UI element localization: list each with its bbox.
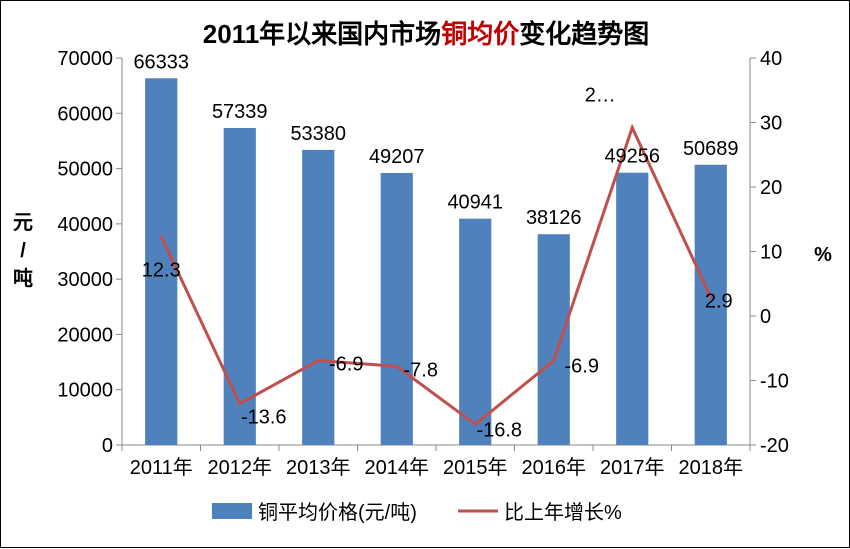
- y-axis-right-label: %: [814, 244, 832, 266]
- y-axis-left-label-part: 吨: [13, 266, 33, 290]
- axes: 0 10000 20000 30000 40000 50000 60000 70000 -20 -…: [57, 48, 789, 479]
- line-point: [552, 359, 556, 363]
- bar-series: [145, 78, 727, 446]
- y-right-tick-label: 40: [760, 48, 782, 70]
- growth-line: [159, 123, 713, 427]
- y-axis-left-label: 元 / 吨: [13, 212, 33, 290]
- line-series: [159, 123, 713, 427]
- bar: [223, 127, 256, 445]
- y-left-tick-label: 20000: [57, 324, 113, 346]
- bar-data-label: 50689: [683, 138, 739, 160]
- line-data-label: -7.8: [404, 359, 438, 381]
- y-left-tick-label: 70000: [57, 48, 113, 70]
- line-data-label: -16.8: [476, 419, 522, 441]
- legend-bar-label: 铜平均价格(元/吨): [258, 501, 417, 524]
- chart-title-part: 铜均价: [441, 19, 520, 49]
- bar: [302, 149, 335, 445]
- line-data-label: -6.9: [329, 354, 363, 376]
- line-point: [473, 422, 477, 426]
- y-left-tick-label: 0: [102, 435, 113, 457]
- y-right-tick-label: 20: [760, 177, 782, 199]
- x-tick-label: 2013年: [286, 456, 351, 479]
- bar: [537, 234, 570, 445]
- x-tick-label: 2015年: [443, 456, 508, 479]
- bar-data-label: 40941: [447, 192, 503, 214]
- line-point: [395, 364, 399, 368]
- y-left-tick-label: 40000: [57, 214, 113, 236]
- bar-data-label: 57339: [212, 101, 268, 123]
- line-data-label: 2.9: [705, 290, 733, 312]
- bar-data-label: 38126: [526, 207, 582, 229]
- chart-title-part: 2011年以来国内市场: [203, 19, 441, 49]
- x-tick-label: 2012年: [208, 456, 273, 479]
- bar: [459, 218, 492, 445]
- x-tick-label: 2016年: [522, 456, 587, 479]
- y-right-tick-label: 0: [760, 306, 771, 328]
- bar: [380, 172, 413, 446]
- line-data-label: -13.6: [241, 407, 287, 429]
- y-right-tick-label: -20: [760, 435, 789, 457]
- x-tick-label: 2018年: [679, 456, 744, 479]
- x-tick-label: 2014年: [365, 456, 430, 479]
- x-tick-label: 2011年: [130, 456, 193, 479]
- legend-bar-swatch: [212, 503, 252, 519]
- bar: [616, 172, 649, 445]
- chart-title: 2011年以来国内市场铜均价变化趋势图: [203, 19, 649, 49]
- y-axis-left-label-part: /: [20, 240, 26, 262]
- y-left-tick-label: 30000: [57, 269, 113, 291]
- bar-data-label: 53380: [290, 123, 346, 145]
- y-right-tick-label: -10: [760, 371, 789, 393]
- bar: [694, 164, 727, 445]
- legend-line-label: 比上年增长%: [504, 501, 622, 524]
- y-axis-left-label-part: 元: [13, 212, 33, 234]
- y-left-tick-label: 50000: [57, 159, 113, 181]
- line-data-label: 2…: [585, 85, 616, 107]
- y-right-tick-label: 10: [760, 242, 782, 264]
- line-data-label: 12.3: [142, 260, 181, 282]
- line-point: [159, 235, 163, 239]
- y-right-tick-label: 30: [760, 113, 782, 135]
- chart-title-part: 变化趋势图: [519, 19, 649, 49]
- x-tick-label: 2017年: [600, 456, 665, 479]
- line-point: [709, 295, 713, 299]
- bar-data-label: 49256: [604, 146, 660, 168]
- bar-data-label: 49207: [369, 146, 425, 168]
- bar-data-label: 66333: [133, 51, 189, 73]
- data-labels: 66333 57339 53380 49207 40941 38126 49256 50689…: [133, 51, 738, 441]
- line-data-label: -6.9: [565, 356, 599, 378]
- line-point: [238, 402, 242, 406]
- line-point: [630, 126, 634, 130]
- legend: 铜平均价格(元/吨) 比上年增长%: [212, 501, 622, 524]
- line-point: [316, 359, 320, 363]
- y-left-tick-label: 10000: [57, 380, 113, 402]
- y-left-tick-label: 60000: [57, 103, 113, 125]
